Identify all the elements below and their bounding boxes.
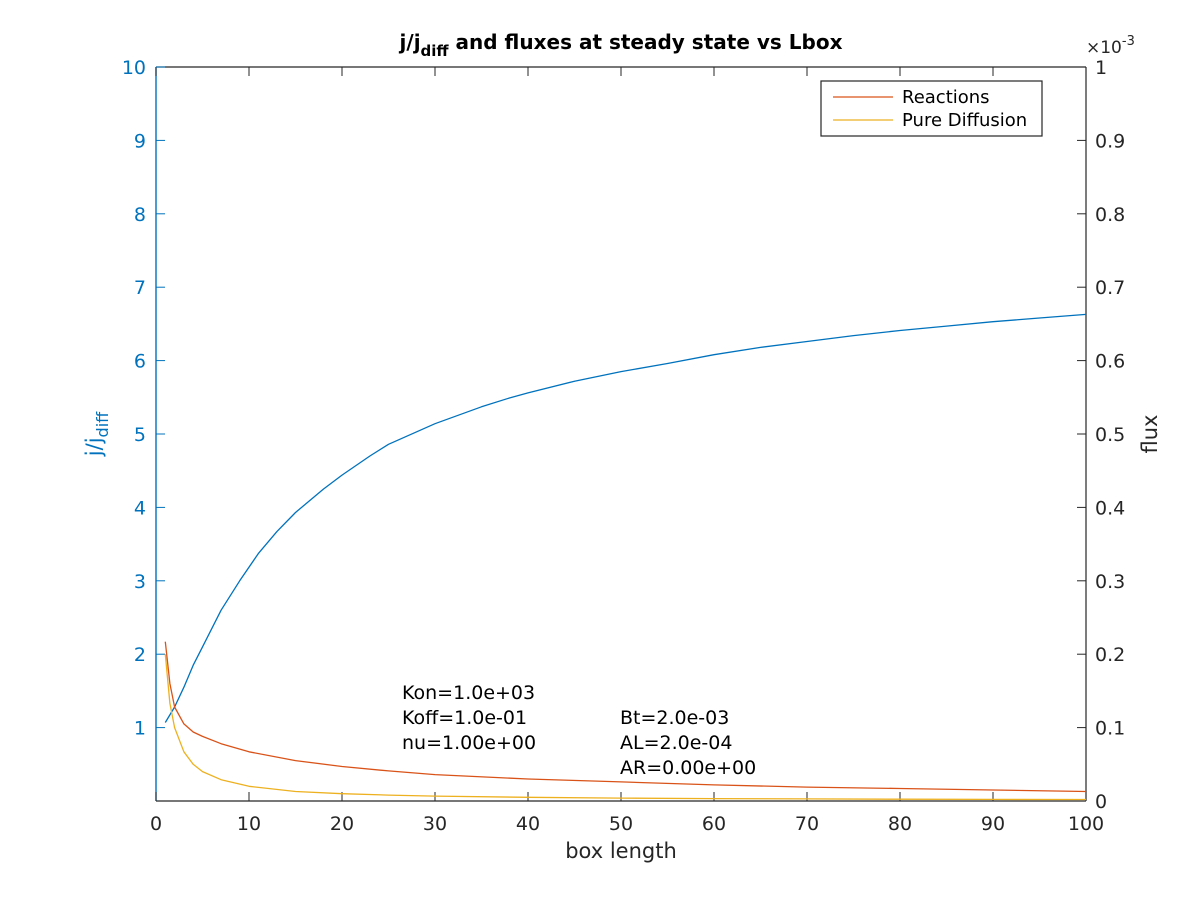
left-tick-label: 7: [134, 277, 146, 299]
left-axis-label-group: j/jdiff: [82, 411, 112, 457]
left-tick-label: 9: [134, 130, 146, 152]
plot-box: [156, 67, 1086, 801]
right-tick-label: 0.1: [1095, 718, 1125, 740]
left-tick-label: 4: [134, 497, 146, 519]
legend-box: [820, 80, 1043, 137]
right-tick-label: 0.9: [1095, 130, 1125, 152]
pure-diffusion-series-line: [164, 654, 1087, 801]
annotation-param: nu=1.00e+00: [402, 732, 536, 754]
annotation-param: Koff=1.0e-01: [402, 707, 527, 729]
annotation-param: AR=0.00e+00: [620, 757, 756, 779]
x-tick-label: 20: [330, 813, 354, 835]
x-tick-label: 40: [516, 813, 540, 835]
right-tick-label: 0: [1095, 791, 1107, 813]
annotation-param: Kon=1.0e+03: [402, 682, 535, 704]
x-axis-label: box length: [565, 839, 677, 863]
x-tick-label: 60: [702, 813, 726, 835]
plot-area: 0 10 20 30 40 50 60 70 80 90 1001234567891000.10.2…: [82, 30, 1162, 863]
right-tick-label: 1: [1095, 57, 1107, 79]
left-tick-label: 6: [134, 351, 146, 373]
legend-label-reactions: Reactions: [902, 87, 990, 108]
x-tick-label: 100: [1068, 813, 1104, 835]
right-axis-label-group: flux: [1138, 415, 1162, 454]
legend-label-pure-diffusion: Pure Diffusion: [902, 110, 1027, 131]
right-tick-label: 0.4: [1095, 497, 1125, 519]
right-exponent-label: ×10-3: [1086, 34, 1135, 58]
x-tick-label: 70: [795, 813, 819, 835]
left-axis-label-main: j/j: [82, 437, 106, 457]
left-tick-label: 2: [134, 644, 146, 666]
reactions-series-line: [164, 641, 1087, 793]
left-tick-label: 10: [122, 57, 146, 79]
x-tick-label: 90: [981, 813, 1005, 835]
left-tick-label: 8: [134, 204, 146, 226]
x-tick-label: 30: [423, 813, 447, 835]
x-tick-label: 0: [150, 813, 162, 835]
right-exponent-power: -3: [1122, 34, 1135, 49]
left-tick-label: 1: [134, 718, 146, 740]
x-tick-label: 80: [888, 813, 912, 835]
left-axis-label-sub: diff: [93, 411, 112, 438]
chart-title: j/jdiff and fluxes at steady state vs Lb…: [399, 30, 843, 60]
chart-title-sub: diff: [421, 42, 450, 60]
left-axis-label: j/jdiff: [82, 411, 112, 457]
right-tick-label: 0.5: [1095, 424, 1125, 446]
annotation-param: Bt=2.0e-03: [620, 707, 729, 729]
ratio-series-line: [164, 313, 1087, 723]
left-tick-label: 5: [134, 424, 146, 446]
left-tick-label: 3: [134, 571, 146, 593]
x-tick-label: 50: [609, 813, 633, 835]
x-tick-label: 10: [237, 813, 261, 835]
right-axis-label: flux: [1138, 415, 1162, 454]
right-exponent-base: ×10: [1086, 38, 1122, 58]
right-tick-label: 0.3: [1095, 571, 1125, 593]
right-tick-label: 0.8: [1095, 204, 1125, 226]
right-tick-label: 0.7: [1095, 277, 1125, 299]
right-tick-label: 0.6: [1095, 351, 1125, 373]
annotation-param: AL=2.0e-04: [620, 732, 732, 754]
chart-title-rest: and fluxes at steady state vs Lbox: [449, 30, 843, 54]
chart-title-main: j/j: [399, 30, 421, 54]
right-tick-label: 0.2: [1095, 644, 1125, 666]
